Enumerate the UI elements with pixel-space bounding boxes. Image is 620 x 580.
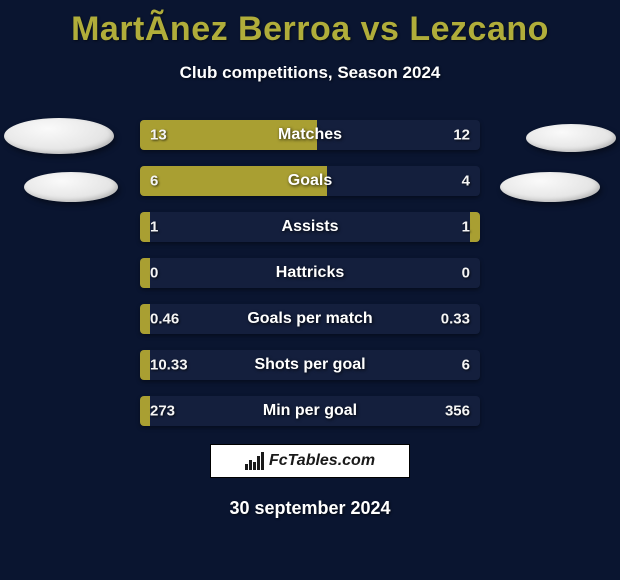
stat-value-left: 273 xyxy=(150,403,175,420)
stat-value-left: 10.33 xyxy=(150,357,188,374)
stat-row: 1 Assists 1 xyxy=(140,212,480,242)
stat-value-right: 4 xyxy=(462,173,470,190)
stat-label: Matches xyxy=(278,126,342,144)
stat-fill-left xyxy=(140,212,150,242)
stat-value-right: 1 xyxy=(462,219,470,236)
stat-label: Goals per match xyxy=(247,310,372,328)
stat-value-left: 6 xyxy=(150,173,158,190)
stat-label: Assists xyxy=(282,218,339,236)
stat-value-left: 0.46 xyxy=(150,311,179,328)
player-badge-left-bottom xyxy=(24,172,118,202)
stat-value-right: 0.33 xyxy=(441,311,470,328)
stat-label: Hattricks xyxy=(276,264,344,282)
stat-value-right: 0 xyxy=(462,265,470,282)
stat-value-right: 356 xyxy=(445,403,470,420)
stats-container: 13 Matches 12 6 Goals 4 1 Assists 1 0 Hattricks 0 0.… xyxy=(140,120,480,426)
page-title: MartÃ­nez Berroa vs Lezcano xyxy=(0,0,620,49)
player-badge-right-top xyxy=(526,124,616,152)
watermark-text: FcTables.com xyxy=(269,452,375,470)
stat-label: Shots per goal xyxy=(254,356,365,374)
stat-row: 13 Matches 12 xyxy=(140,120,480,150)
date-label: 30 september 2024 xyxy=(229,498,390,519)
stat-fill-right xyxy=(470,212,480,242)
watermark: FcTables.com xyxy=(210,444,410,478)
stat-label: Min per goal xyxy=(263,402,357,420)
stat-label: Goals xyxy=(288,172,332,190)
stat-row: 0 Hattricks 0 xyxy=(140,258,480,288)
stat-row: 0.46 Goals per match 0.33 xyxy=(140,304,480,334)
stat-row: 273 Min per goal 356 xyxy=(140,396,480,426)
stat-value-right: 6 xyxy=(462,357,470,374)
stat-row: 10.33 Shots per goal 6 xyxy=(140,350,480,380)
stat-fill-left xyxy=(140,304,150,334)
subtitle: Club competitions, Season 2024 xyxy=(0,63,620,83)
stat-fill-left xyxy=(140,396,150,426)
player-badge-right-bottom xyxy=(500,172,600,202)
stat-value-left: 1 xyxy=(150,219,158,236)
stat-fill-left xyxy=(140,258,150,288)
stat-fill-left xyxy=(140,350,150,380)
stat-value-left: 0 xyxy=(150,265,158,282)
player-badge-left-top xyxy=(4,118,114,154)
stat-row: 6 Goals 4 xyxy=(140,166,480,196)
bar-chart-icon xyxy=(245,452,265,470)
stat-value-right: 12 xyxy=(453,127,470,144)
stat-value-left: 13 xyxy=(150,127,167,144)
